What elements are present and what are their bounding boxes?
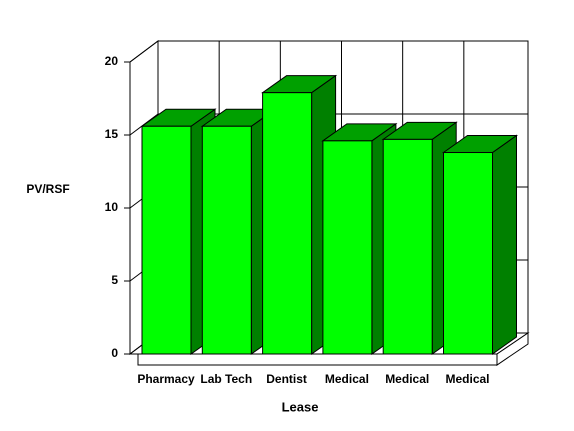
x-tick-label: Pharmacy xyxy=(137,372,195,386)
floor-side xyxy=(496,332,529,366)
y-tick-label: 20 xyxy=(105,54,119,68)
y-tick-label: 10 xyxy=(105,200,119,214)
y-tick-label: 0 xyxy=(111,346,118,360)
bar-side xyxy=(492,134,517,355)
x-axis-label: Lease xyxy=(282,399,319,414)
grid-line xyxy=(129,40,159,63)
x-tick-label: Medical xyxy=(385,372,429,386)
bar xyxy=(443,152,493,355)
x-tick-label: Lab Tech xyxy=(200,372,252,386)
bar xyxy=(201,125,252,355)
y-axis-label: PV/RSF xyxy=(26,182,69,196)
x-tick-label: Dentist xyxy=(266,372,307,386)
floor-front xyxy=(137,353,498,366)
bar xyxy=(262,92,313,355)
bar xyxy=(141,125,192,355)
y-tick-label: 5 xyxy=(111,273,118,287)
y-tick-label: 15 xyxy=(105,127,119,141)
x-tick-label: Medical xyxy=(325,372,369,386)
x-tick-label: Medical xyxy=(445,372,489,386)
bar xyxy=(382,138,433,355)
bar xyxy=(322,140,373,355)
